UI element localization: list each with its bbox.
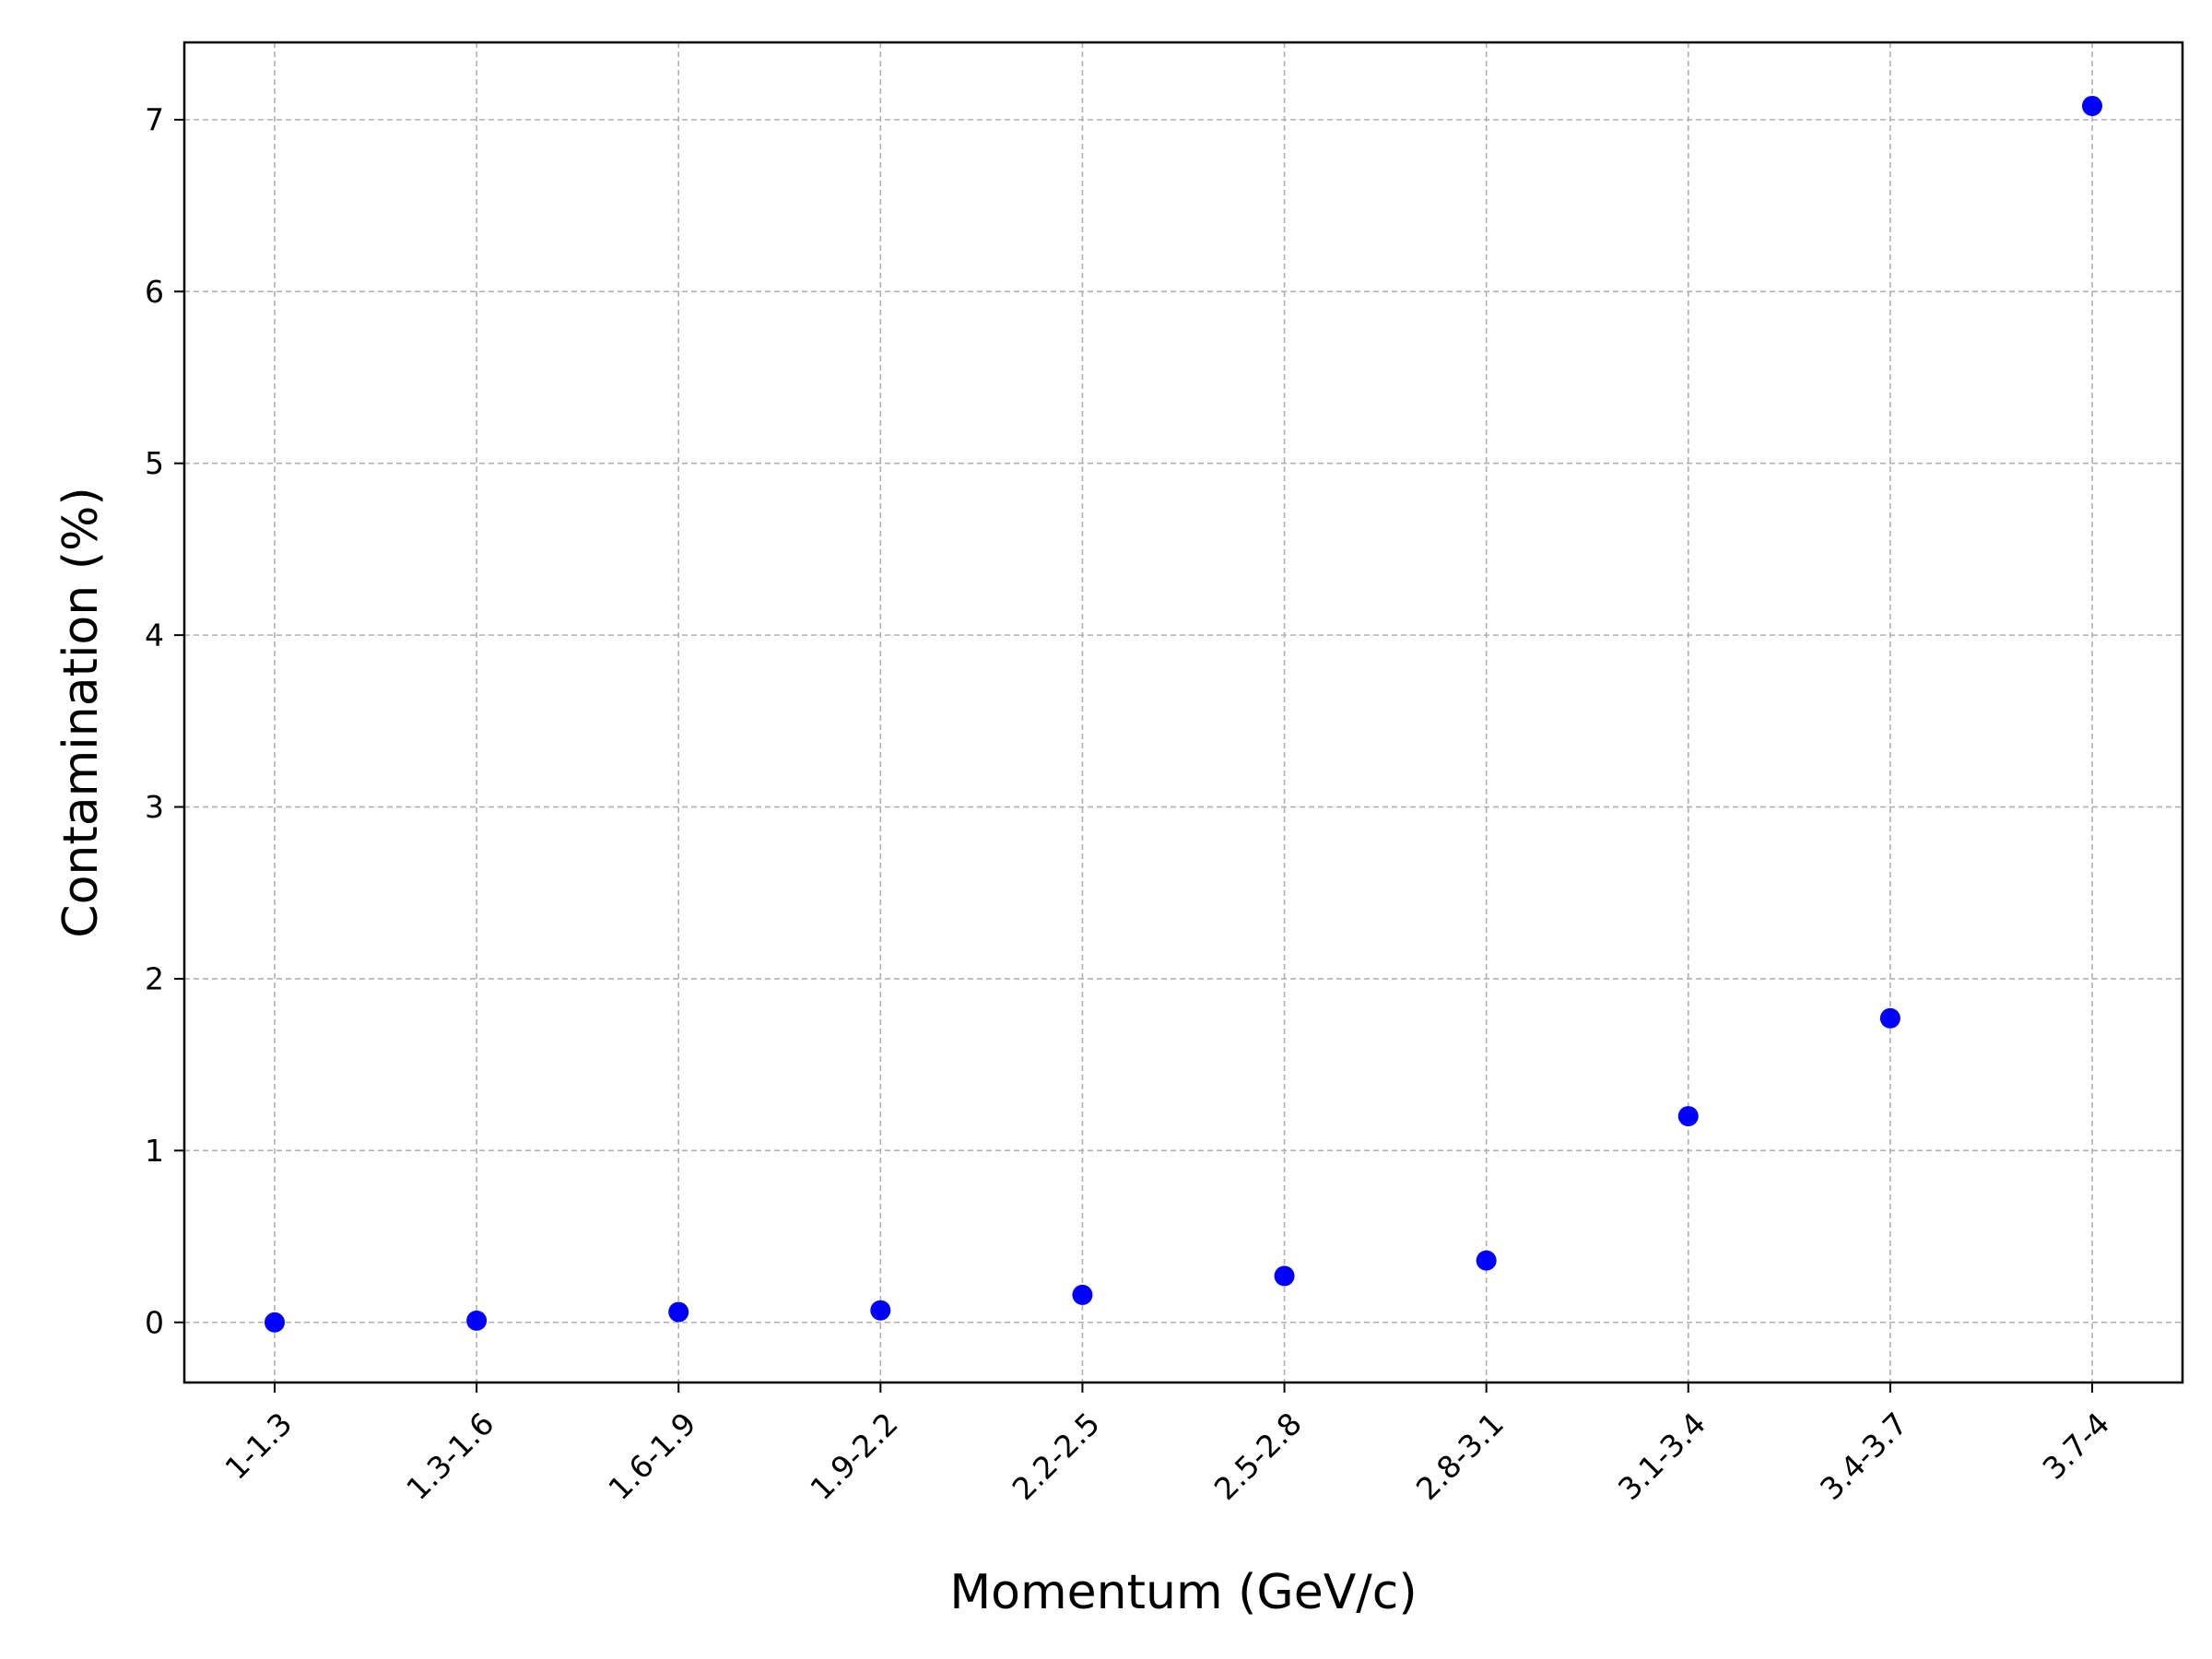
- data-point: [1677, 1106, 1699, 1127]
- x-axis-title: Momentum (GeV/c): [949, 1565, 1417, 1620]
- plot-area-frame: [182, 41, 2184, 1384]
- y-tick-label: 2: [145, 960, 164, 996]
- y-tick-label: 6: [145, 274, 164, 310]
- y-tick-label: 5: [145, 445, 164, 481]
- data-point: [1879, 1007, 1900, 1029]
- y-tick-label: 4: [145, 618, 164, 653]
- data-point: [2082, 95, 2102, 116]
- y-tick-label: 7: [145, 101, 164, 137]
- data-point: [265, 1312, 285, 1333]
- data-point: [668, 1301, 689, 1323]
- y-tick-label: 1: [145, 1133, 164, 1169]
- data-point: [1476, 1250, 1497, 1271]
- data-point: [1072, 1284, 1093, 1305]
- y-tick-label: 3: [145, 789, 164, 825]
- y-axis-title: Contamination (%): [53, 487, 109, 937]
- y-tick-label: 0: [145, 1304, 164, 1340]
- data-point: [1274, 1265, 1295, 1287]
- data-point: [466, 1310, 488, 1331]
- data-point: [870, 1300, 891, 1321]
- grid: [184, 42, 2183, 1382]
- data-points: [265, 95, 2102, 1333]
